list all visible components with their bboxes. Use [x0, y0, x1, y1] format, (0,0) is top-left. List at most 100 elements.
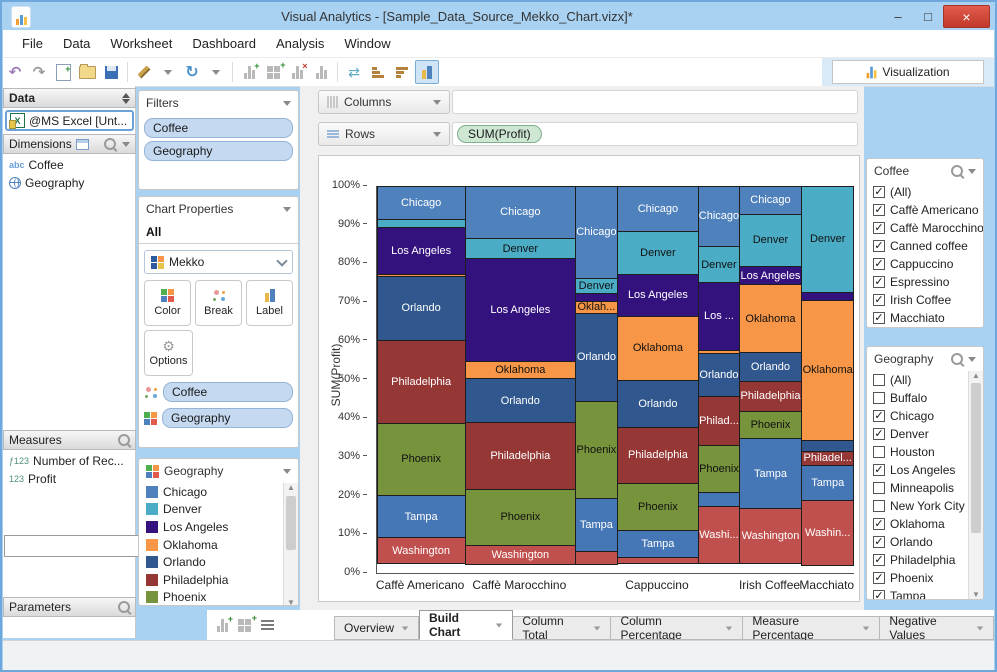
geography-option-oklahoma[interactable]: Oklahoma — [867, 515, 983, 533]
rows-pill-sum-profit-[interactable]: SUM(Profit) — [457, 125, 542, 143]
search-icon[interactable] — [951, 353, 963, 365]
coffee-option-macchiato[interactable]: Macchiato — [867, 309, 983, 327]
segment-irish-coffee-philadelphia[interactable]: Philadelphia — [738, 380, 802, 412]
legend-item-los-angeles[interactable]: Los Angeles — [139, 518, 298, 536]
mekko-chart[interactable]: Chicago Los Angeles Orlando Philadelphia Pho… — [376, 185, 855, 574]
refresh-dropdown-icon[interactable] — [205, 61, 227, 83]
checkbox-icon[interactable] — [873, 258, 885, 270]
chevron-down-icon[interactable] — [968, 356, 976, 362]
checkbox-icon[interactable] — [873, 536, 885, 548]
segment-canned-coffee-phoenix[interactable]: Phoenix — [574, 400, 618, 499]
checkbox-icon[interactable] — [873, 518, 885, 530]
scope-row[interactable]: All — [139, 221, 298, 244]
segment-canned-coffee-tampa[interactable]: Tampa — [574, 497, 618, 552]
legend-item-philadelphia[interactable]: Philadelphia — [139, 571, 298, 589]
segment-espressino-orlando[interactable]: Orlando — [697, 352, 740, 397]
search-icon[interactable] — [118, 601, 130, 613]
menu-file[interactable]: File — [22, 36, 43, 51]
segment-espressino-denver[interactable]: Denver — [697, 246, 740, 283]
checkbox-icon[interactable] — [873, 500, 885, 512]
tab-negative-values[interactable]: Negative Values — [880, 614, 995, 642]
geography-option-philadelphia[interactable]: Philadelphia — [867, 551, 983, 569]
segment-caff-americano-los-angeles[interactable]: Los Angeles — [376, 226, 466, 275]
assignment-pill[interactable]: Coffee — [163, 382, 293, 402]
segment-cappuccino-los-angeles[interactable]: Los Angeles — [616, 273, 699, 317]
new-dashboard-icon[interactable]: + — [238, 613, 257, 632]
coffee-option-canned-coffee[interactable]: Canned coffee — [867, 237, 983, 255]
checkbox-icon[interactable] — [873, 572, 885, 584]
chart-type-select[interactable]: Mekko — [144, 250, 293, 274]
segment-caff-americano-washington[interactable]: Washington — [376, 537, 466, 565]
geography-option-new-york-city[interactable]: New York City — [867, 497, 983, 515]
segment-canned-coffee-orlando[interactable]: Orlando — [574, 312, 618, 402]
menu-window[interactable]: Window — [344, 36, 391, 51]
measure-profit[interactable]: 123 Profit — [3, 470, 136, 488]
new-file-icon[interactable] — [52, 61, 74, 83]
new-worksheet-icon[interactable]: + — [217, 614, 233, 632]
search-icon[interactable] — [104, 138, 116, 150]
segment-caff-americano-philadelphia[interactable]: Philadelphia — [376, 339, 466, 425]
scroll-down-icon[interactable]: ▼ — [287, 598, 295, 606]
geography-option-tampa[interactable]: Tampa — [867, 587, 983, 599]
segment-caff-americano-tampa[interactable]: Tampa — [376, 494, 466, 539]
segment-espressino-phoenix[interactable]: Phoenix — [697, 445, 740, 493]
segment-irish-coffee-orlando[interactable]: Orlando — [738, 352, 802, 382]
segment-cappuccino-chicago[interactable]: Chicago — [616, 185, 699, 233]
sort-panel-icon[interactable] — [122, 92, 130, 104]
tab-measure-percentage[interactable]: Measure Percentage — [743, 614, 881, 642]
tab-column-total[interactable]: Column Total — [513, 614, 612, 642]
collapse-icon[interactable] — [283, 206, 291, 212]
segment-caff-marocchino-denver[interactable]: Denver — [464, 237, 576, 260]
columns-shelf[interactable] — [452, 90, 858, 114]
segment-canned-coffee-washington[interactable] — [574, 550, 618, 566]
segment-macchiato-philadelphia[interactable]: Philadel... — [800, 450, 855, 466]
tab-overview[interactable]: Overview — [334, 616, 420, 640]
checkbox-icon[interactable] — [873, 240, 885, 252]
segment-espressino-philadelphia[interactable]: Philad... — [697, 395, 740, 447]
segment-cappuccino-orlando[interactable]: Orlando — [616, 379, 699, 428]
segment-espressino-los-angeles[interactable]: Los ... — [697, 281, 740, 351]
dimension-coffee[interactable]: abc Coffee — [3, 156, 136, 174]
search-icon[interactable] — [118, 434, 130, 446]
sort-ascending-icon[interactable] — [367, 61, 389, 83]
geography-option-los-angeles[interactable]: Los Angeles — [867, 461, 983, 479]
geography-option-phoenix[interactable]: Phoenix — [867, 569, 983, 587]
minimize-button[interactable]: – — [894, 9, 902, 24]
geography-option-houston[interactable]: Houston — [867, 443, 983, 461]
geography-option-chicago[interactable]: Chicago — [867, 407, 983, 425]
segment-caff-americano-chicago[interactable]: Chicago — [376, 185, 466, 220]
menu-analysis[interactable]: Analysis — [275, 36, 325, 51]
close-button[interactable]: × — [943, 5, 990, 28]
segment-espressino-chicago[interactable]: Chicago — [697, 185, 740, 248]
undo-icon[interactable]: ↶ — [8, 64, 22, 81]
segment-espressino-washington[interactable]: Washi... — [697, 505, 740, 565]
segment-espressino-tampa[interactable] — [697, 491, 740, 507]
scrollbar-thumb[interactable] — [286, 496, 296, 550]
tab-column-percentage[interactable]: Column Percentage — [611, 614, 744, 642]
segment-macchiato-denver[interactable]: Denver — [800, 185, 855, 293]
redo-icon[interactable]: ↷ — [32, 64, 46, 81]
columns-shelf-header[interactable]: Columns — [318, 90, 450, 114]
checkbox-icon[interactable] — [873, 482, 885, 494]
checkbox-icon[interactable] — [873, 464, 885, 476]
chevron-down-icon[interactable] — [122, 141, 130, 147]
menu-dashboard[interactable]: Dashboard — [192, 36, 256, 51]
segment-caff-marocchino-oklahoma[interactable]: Oklahoma — [464, 361, 576, 380]
refresh-icon[interactable]: ↻ — [185, 64, 199, 81]
checkbox-icon[interactable] — [873, 294, 885, 306]
data-source-item[interactable]: X @MS Excel [Unt... — [5, 110, 134, 131]
segment-irish-coffee-los-angeles[interactable]: Los Angeles — [738, 265, 802, 286]
checkbox-icon[interactable] — [873, 312, 885, 324]
chart-type-icon[interactable] — [415, 60, 439, 84]
tab-build-chart[interactable]: Build Chart — [419, 610, 514, 640]
color-button[interactable]: Color — [144, 280, 191, 326]
scrollbar-thumb[interactable] — [971, 383, 981, 533]
checkbox-icon[interactable] — [873, 392, 885, 404]
rows-shelf[interactable]: SUM(Profit) — [452, 122, 858, 146]
filter-pill-geography[interactable]: Geography — [144, 141, 293, 161]
segment-cappuccino-washington[interactable] — [616, 557, 699, 565]
legend-item-orlando[interactable]: Orlando — [139, 553, 298, 571]
measure-number-of-rec-[interactable]: ƒ123 Number of Rec... — [3, 452, 136, 470]
segment-cappuccino-tampa[interactable]: Tampa — [616, 529, 699, 559]
dimension-geography[interactable]: Geography — [3, 174, 136, 192]
